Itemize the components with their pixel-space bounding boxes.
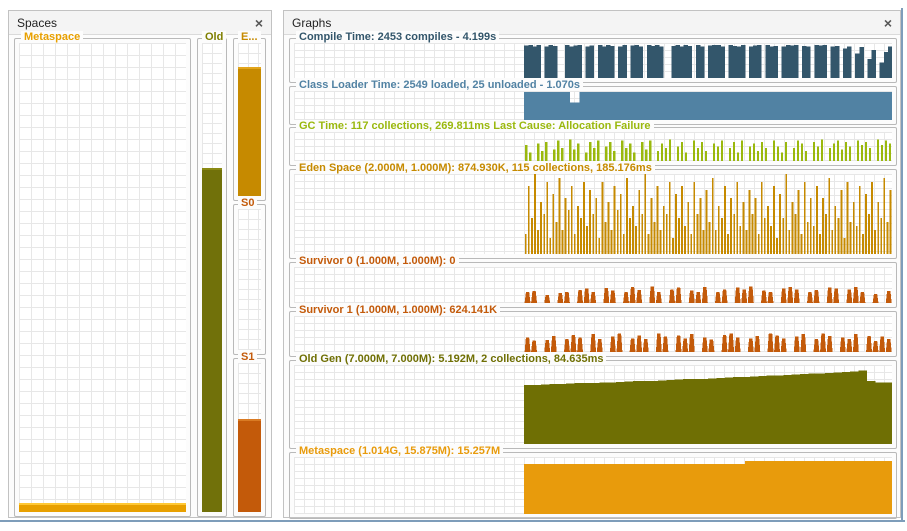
eden-space-graph-group: Eden Space (2.000M, 1.000M): 874.930K, 1…: [289, 162, 897, 259]
window-bottom-border: [0, 520, 905, 522]
s1-space-label: S1: [238, 351, 258, 363]
window-right-border: [901, 8, 903, 522]
eden-space-label: E...: [238, 31, 261, 43]
old-space-level: [202, 43, 222, 512]
spaces-panel-body: Metaspace Old E... S0 S1: [9, 31, 271, 517]
old-space-fill: [202, 167, 222, 512]
old-space-label: Old: [202, 31, 227, 43]
metaspace-graph: [294, 457, 892, 514]
survivor-0-group: Survivor 0 (1.000M, 1.000M): 0: [289, 255, 897, 308]
spaces-panel: Spaces × Metaspace Old E... S0: [8, 10, 272, 518]
eden-space-graph-title: Eden Space (2.000M, 1.000M): 874.930K, 1…: [296, 162, 655, 174]
metaspace-space-fill: [19, 502, 186, 512]
s0-space-label: S0: [238, 197, 258, 209]
eden-space-level: [238, 43, 261, 196]
survivor-1-graph: [294, 316, 892, 352]
gc-time-title: GC Time: 117 collections, 269.811ms Last…: [296, 120, 654, 132]
metaspace-graph-title: Metaspace (1.014G, 15.875M): 15.257M: [296, 445, 504, 457]
graphs-panel-body: Compile Time: 2453 compiles - 4.199s Cla…: [284, 31, 900, 519]
eden-space-fill: [238, 67, 261, 196]
graphs-panel-title: Graphs: [292, 15, 332, 30]
class-loader-time-title: Class Loader Time: 2549 loaded, 25 unloa…: [296, 79, 584, 91]
graphs-close-icon[interactable]: ×: [883, 14, 892, 31]
metaspace-space-group: Metaspace: [14, 31, 191, 517]
compile-time-group: Compile Time: 2453 compiles - 4.199s: [289, 31, 897, 83]
old-gen-graph: [294, 365, 892, 444]
survivor-1-group: Survivor 1 (1.000M, 1.000M): 624.141K: [289, 304, 897, 357]
survivor-1-title: Survivor 1 (1.000M, 1.000M): 624.141K: [296, 304, 501, 316]
survivor-0-graph: [294, 267, 892, 303]
survivor-0-title: Survivor 0 (1.000M, 1.000M): 0: [296, 255, 459, 267]
old-gen-group: Old Gen (7.000M, 7.000M): 5.192M, 2 coll…: [289, 353, 897, 449]
metaspace-graph-group: Metaspace (1.014G, 15.875M): 15.257M: [289, 445, 897, 519]
class-loader-time-graph: [294, 91, 892, 120]
class-loader-time-group: Class Loader Time: 2549 loaded, 25 unloa…: [289, 79, 897, 125]
spaces-close-icon[interactable]: ×: [254, 14, 263, 31]
s1-space-fill: [238, 419, 261, 512]
metaspace-space-label: Metaspace: [21, 31, 84, 43]
metaspace-space-level: [19, 43, 186, 512]
gc-time-graph: [294, 132, 892, 161]
old-gen-title: Old Gen (7.000M, 7.000M): 5.192M, 2 coll…: [296, 353, 607, 365]
eden-space-group: E...: [233, 31, 266, 201]
graphs-panel: Graphs × Compile Time: 2453 compiles - 4…: [283, 10, 901, 519]
compile-time-title: Compile Time: 2453 compiles - 4.199s: [296, 31, 500, 43]
eden-space-graph: [294, 174, 892, 254]
s0-space-group: S0: [233, 197, 266, 355]
s1-space-level: [238, 363, 261, 512]
s0-space-level: [238, 209, 261, 350]
s1-space-group: S1: [233, 351, 266, 517]
gc-time-group: GC Time: 117 collections, 269.811ms Last…: [289, 120, 897, 166]
spaces-panel-title: Spaces: [17, 15, 58, 30]
compile-time-graph: [294, 43, 892, 78]
old-space-group: Old: [197, 31, 227, 517]
